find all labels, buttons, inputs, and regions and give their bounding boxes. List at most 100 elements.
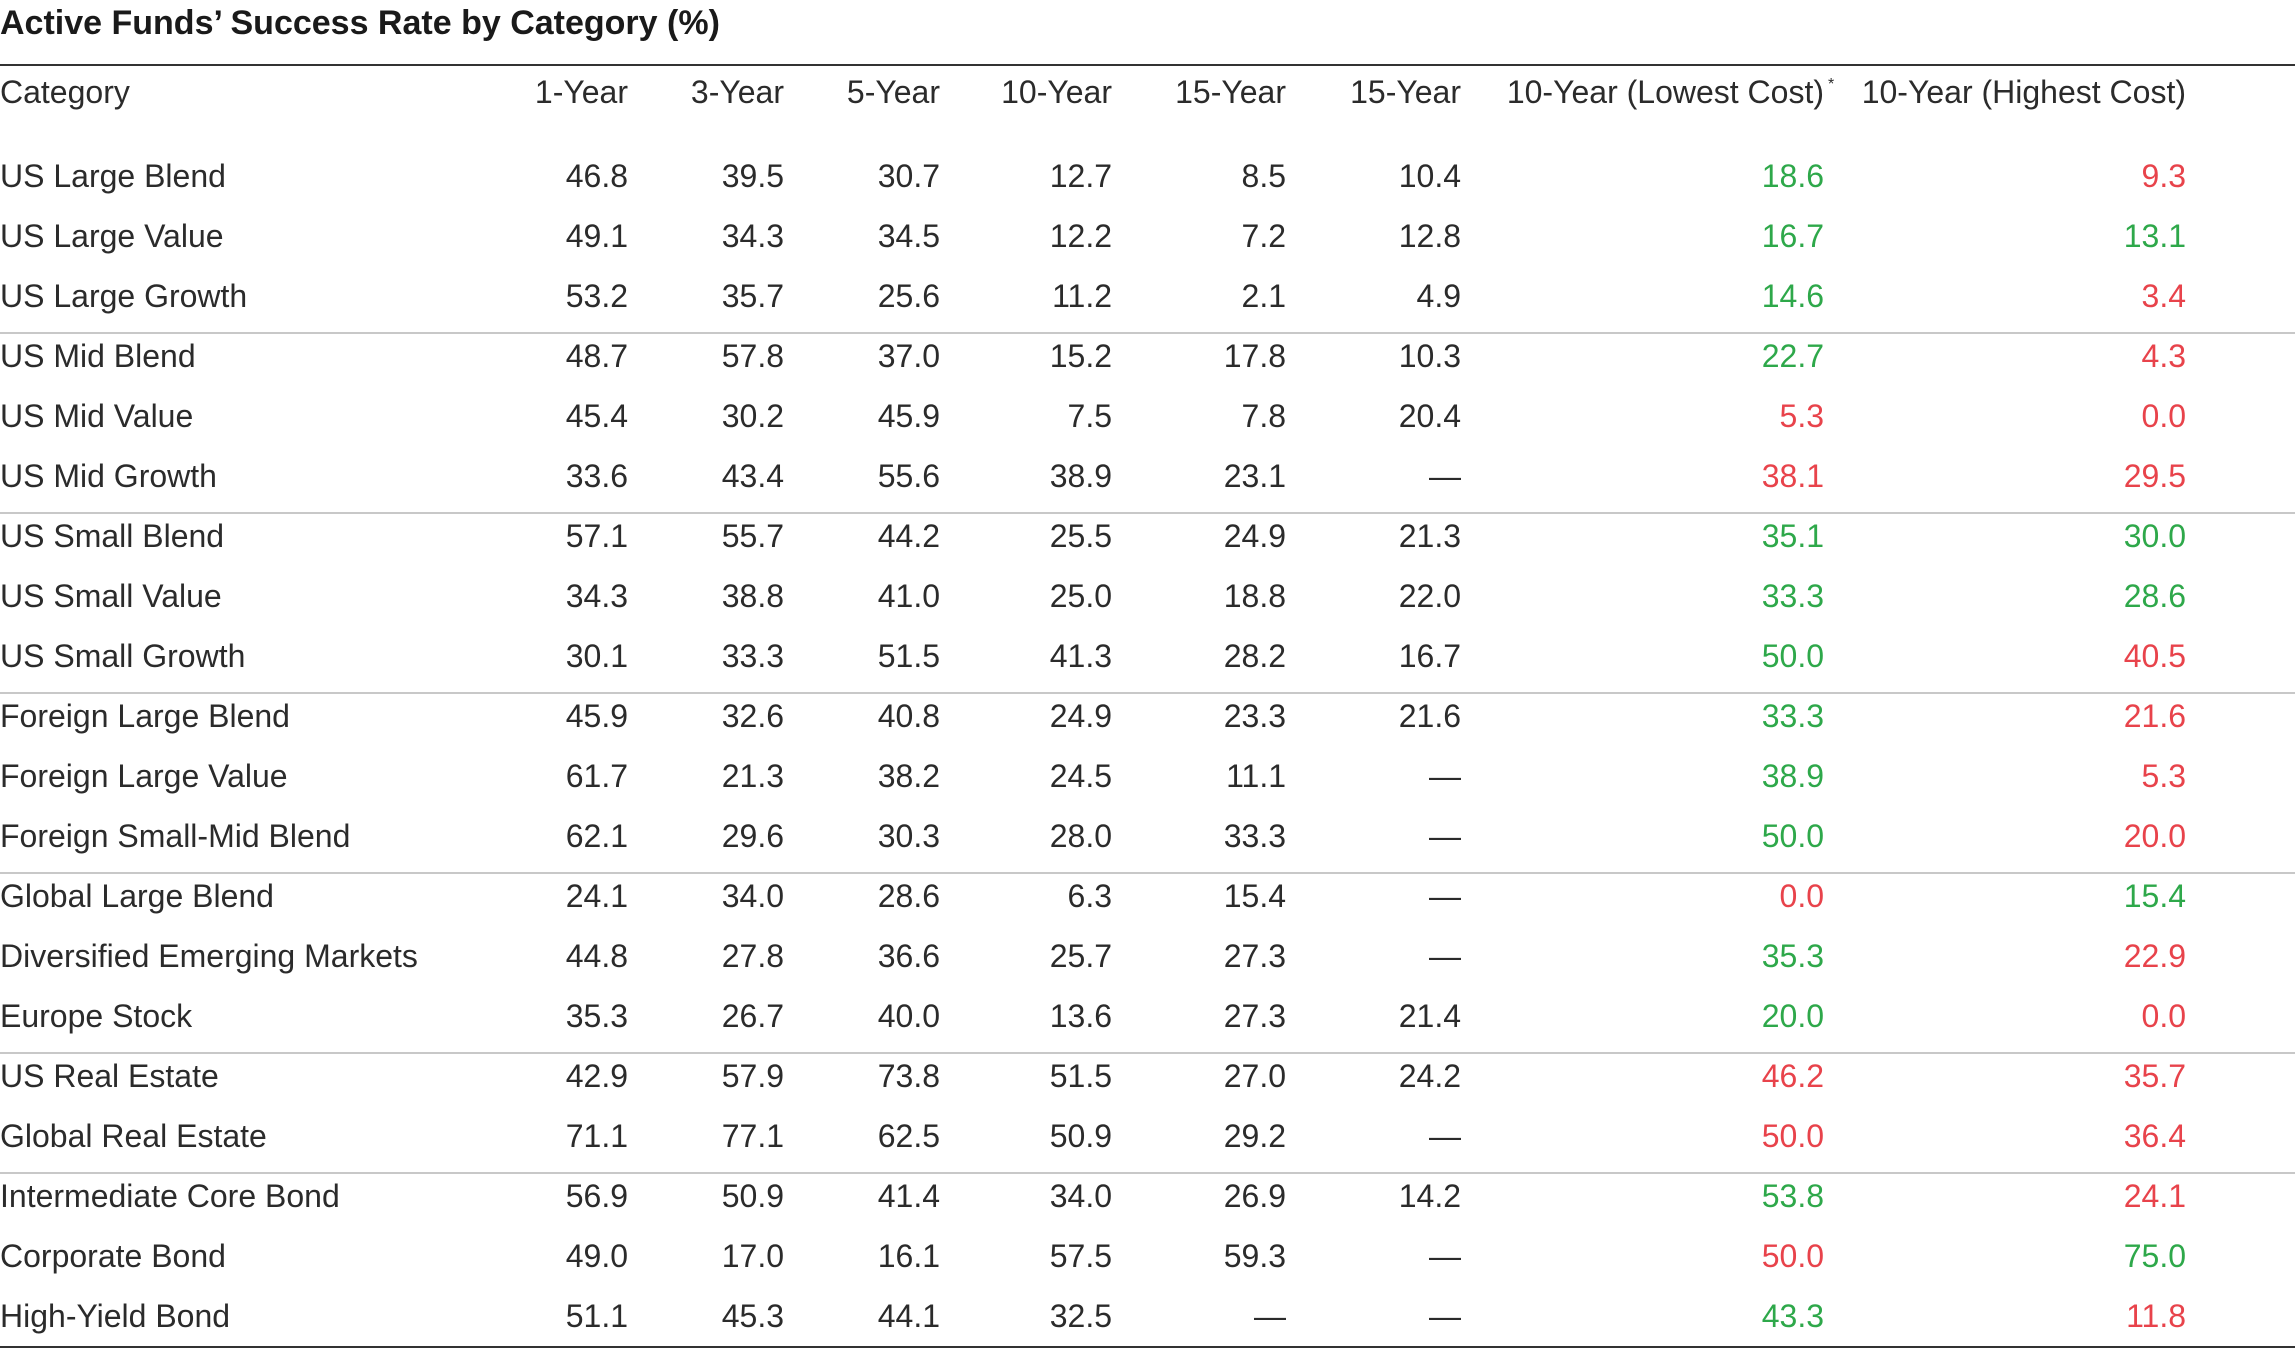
cost-cell-value: 35.7 <box>2124 1058 2186 1094</box>
cell-value: 28.0 <box>1050 818 1112 854</box>
cell-value: 62.1 <box>566 818 628 854</box>
cell-value: — <box>1429 938 1461 974</box>
category-label: Foreign Large Value <box>0 758 288 794</box>
cell-value: 50.9 <box>722 1178 784 1214</box>
cost-cell-value: 33.3 <box>1762 698 1824 734</box>
table-row: US Real Estate 42.9 57.9 73.8 51.5 27.0 24.2 46… <box>0 1058 2186 1094</box>
category-label: US Mid Blend <box>0 338 196 374</box>
cell-value: 13.6 <box>1050 998 1112 1034</box>
cell-value: 48.7 <box>566 338 628 374</box>
cell-value: 21.6 <box>1399 698 1461 734</box>
cell-value: 7.8 <box>1242 398 1286 434</box>
cost-cell-value: 30.0 <box>2124 518 2186 554</box>
column-header: 10-Year <box>1001 74 1112 110</box>
cell-value: 28.2 <box>1224 638 1286 674</box>
table-row: US Large Value 49.1 34.3 34.5 12.2 7.2 12.8 16.… <box>0 218 2186 254</box>
cell-value: — <box>1429 818 1461 854</box>
table-row: Corporate Bond 49.0 17.0 16.1 57.5 59.3 — 50.0 7… <box>0 1238 2186 1274</box>
column-header: Category <box>0 74 130 110</box>
column-header: 10-Year (Lowest Cost) <box>1507 74 1824 110</box>
cell-value: 36.6 <box>878 938 940 974</box>
category-label: US Large Blend <box>0 158 226 194</box>
cell-value: 45.3 <box>722 1298 784 1334</box>
category-label: US Real Estate <box>0 1058 219 1094</box>
cell-value: 32.5 <box>1050 1298 1112 1334</box>
cost-cell-value: 50.0 <box>1762 1238 1824 1274</box>
table-body: US Large Blend 46.8 39.5 30.7 12.7 8.5 10.4 18.… <box>0 158 2186 1334</box>
cell-value: 37.0 <box>878 338 940 374</box>
cell-value: 71.1 <box>566 1118 628 1154</box>
cell-value: 25.0 <box>1050 578 1112 614</box>
cell-value: 25.5 <box>1050 518 1112 554</box>
cost-cell-value: 43.3 <box>1762 1298 1824 1334</box>
cost-cell-value: 40.5 <box>2124 638 2186 674</box>
cell-value: 33.6 <box>566 458 628 494</box>
cell-value: 59.3 <box>1224 1238 1286 1274</box>
category-label: US Mid Value <box>0 398 193 434</box>
cell-value: 73.8 <box>878 1058 940 1094</box>
cell-value: 57.8 <box>722 338 784 374</box>
cost-cell-value: 20.0 <box>2124 818 2186 854</box>
cell-value: 16.7 <box>1399 638 1461 674</box>
cost-cell-value: 15.4 <box>2124 878 2186 914</box>
cell-value: — <box>1429 1238 1461 1274</box>
cost-cell-value: 5.3 <box>2142 758 2186 794</box>
table-title: Active Funds’ Success Rate by Category (… <box>0 4 720 42</box>
table-row: Foreign Large Blend 45.9 32.6 40.8 24.9 23.3 2… <box>0 698 2186 734</box>
cell-value: 4.9 <box>1417 278 1461 314</box>
cell-value: 24.5 <box>1050 758 1112 794</box>
cost-cell-value: 21.6 <box>2124 698 2186 734</box>
category-label: US Large Value <box>0 218 224 254</box>
cell-value: 27.3 <box>1224 938 1286 974</box>
cost-cell-value: 33.3 <box>1762 578 1824 614</box>
cell-value: 22.0 <box>1399 578 1461 614</box>
category-label: Diversified Emerging Markets <box>0 938 418 974</box>
table-row: US Small Blend 57.1 55.7 44.2 25.5 24.9 21.3 35… <box>0 518 2186 554</box>
cell-value: 57.5 <box>1050 1238 1112 1274</box>
cell-value: 40.0 <box>878 998 940 1034</box>
cell-value: 29.2 <box>1224 1118 1286 1154</box>
cost-cell-value: 75.0 <box>2124 1238 2186 1274</box>
cell-value: 12.8 <box>1399 218 1461 254</box>
table-row: US Small Value 34.3 38.8 41.0 25.0 18.8 22.0 33… <box>0 578 2186 614</box>
cost-cell-value: 35.3 <box>1762 938 1824 974</box>
table-row: Intermediate Core Bond 56.9 50.9 41.4 34.0 26… <box>0 1178 2186 1214</box>
cell-value: 62.5 <box>878 1118 940 1154</box>
table-row: High-Yield Bond 51.1 45.3 44.1 32.5 — — 43.3 11.… <box>0 1298 2186 1334</box>
cost-cell-value: 38.1 <box>1762 458 1824 494</box>
cell-value: — <box>1429 758 1461 794</box>
cell-value: 11.2 <box>1052 278 1112 314</box>
table-row: US Mid Growth 33.6 43.4 55.6 38.9 23.1 — 38.1 29… <box>0 458 2186 494</box>
table-row: US Small Growth 30.1 33.3 51.5 41.3 28.2 16.7 5… <box>0 638 2186 674</box>
category-label: Global Large Blend <box>0 878 274 914</box>
cost-cell-value: 5.3 <box>1780 398 1824 434</box>
table-row: Europe Stock 35.3 26.7 40.0 13.6 27.3 21.4 20.0… <box>0 998 2186 1034</box>
cost-cell-value: 18.6 <box>1762 158 1824 194</box>
cell-value: 2.1 <box>1242 278 1286 314</box>
cost-cell-value: 22.9 <box>2124 938 2186 974</box>
cost-cell-value: 9.3 <box>2142 158 2186 194</box>
cost-cell-value: 50.0 <box>1762 1118 1824 1154</box>
table-row: Diversified Emerging Markets 44.8 27.8 36.6… <box>0 938 2186 974</box>
column-header: 15-Year <box>1175 74 1286 110</box>
cell-value: 25.7 <box>1050 938 1112 974</box>
cell-value: — <box>1429 1118 1461 1154</box>
cell-value: 38.2 <box>878 758 940 794</box>
cost-cell-value: 24.1 <box>2124 1178 2186 1214</box>
column-header: 10-Year (Highest Cost) <box>1862 74 2186 110</box>
cost-cell-value: 11.8 <box>2126 1298 2186 1334</box>
cell-value: 11.1 <box>1226 758 1286 794</box>
cell-value: 24.2 <box>1399 1058 1461 1094</box>
category-label: Foreign Small-Mid Blend <box>0 818 350 854</box>
cost-cell-value: 38.9 <box>1762 758 1824 794</box>
cell-value: 55.7 <box>722 518 784 554</box>
cell-value: 42.9 <box>566 1058 628 1094</box>
cell-value: 38.8 <box>722 578 784 614</box>
cost-cell-value: 28.6 <box>2124 578 2186 614</box>
category-label: US Small Growth <box>0 638 245 674</box>
cell-value: 41.3 <box>1050 638 1112 674</box>
cell-value: 34.0 <box>1050 1178 1112 1214</box>
table-row: US Mid Value 45.4 30.2 45.9 7.5 7.8 20.4 5.3 0.0 <box>0 398 2186 434</box>
cell-value: 30.1 <box>566 638 628 674</box>
cost-cell-value: 20.0 <box>1762 998 1824 1034</box>
